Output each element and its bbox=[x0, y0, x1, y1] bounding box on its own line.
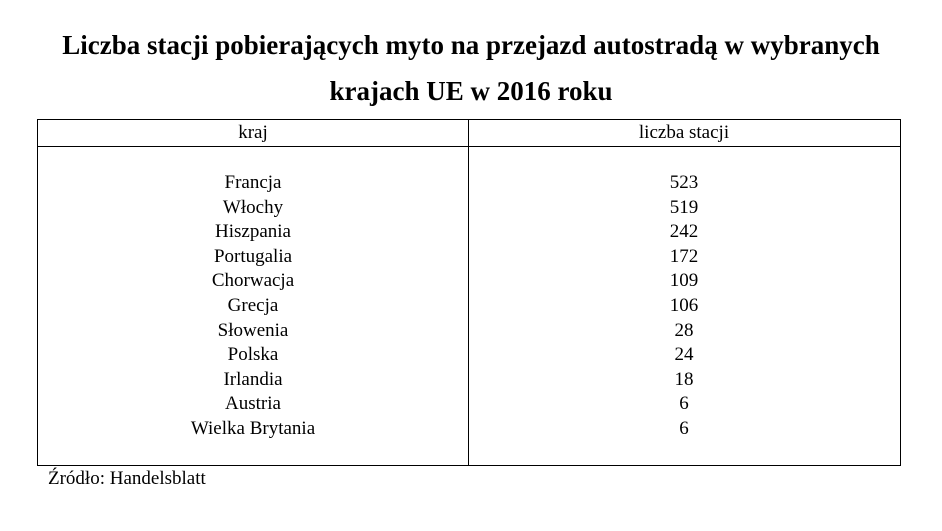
count-cell: 523 bbox=[669, 172, 699, 193]
count-cell: 172 bbox=[669, 245, 699, 267]
country-cell: Irlandia bbox=[223, 368, 283, 390]
count-cell: 24 bbox=[674, 344, 694, 366]
country-cell: Francja bbox=[224, 172, 282, 193]
count-cell: 519 bbox=[669, 196, 699, 218]
country-cell: Austria bbox=[225, 393, 281, 415]
country-cell: Chorwacja bbox=[211, 270, 295, 292]
country-cell: Wielka Brytania bbox=[190, 418, 316, 439]
column-divider bbox=[468, 120, 469, 465]
count-cell: 6 bbox=[679, 393, 689, 415]
column-header: kraj bbox=[238, 122, 268, 143]
country-cell: Słowenia bbox=[217, 319, 289, 341]
table: kraj liczba stacji Francja 523 Włochy 519 Hisz… bbox=[37, 119, 901, 466]
column-header: liczba stacji bbox=[638, 122, 730, 143]
source: Źródło: Handelsblatt bbox=[48, 468, 206, 489]
count-cell: 106 bbox=[669, 295, 699, 316]
header-rule bbox=[38, 146, 900, 147]
title: Liczba stacji pobierających myto na prze… bbox=[62, 30, 880, 106]
country-cell: Włochy bbox=[222, 196, 284, 218]
count-cell: 242 bbox=[669, 221, 699, 243]
country-cell: Grecja bbox=[227, 295, 279, 316]
country-cell: Portugalia bbox=[213, 245, 293, 267]
country-cell: Polska bbox=[227, 344, 279, 366]
count-cell: 28 bbox=[674, 319, 694, 341]
count-cell: 109 bbox=[669, 270, 699, 292]
count-cell: 18 bbox=[674, 368, 694, 390]
country-cell: Hiszpania bbox=[215, 221, 291, 243]
count-cell: 6 bbox=[679, 418, 689, 439]
